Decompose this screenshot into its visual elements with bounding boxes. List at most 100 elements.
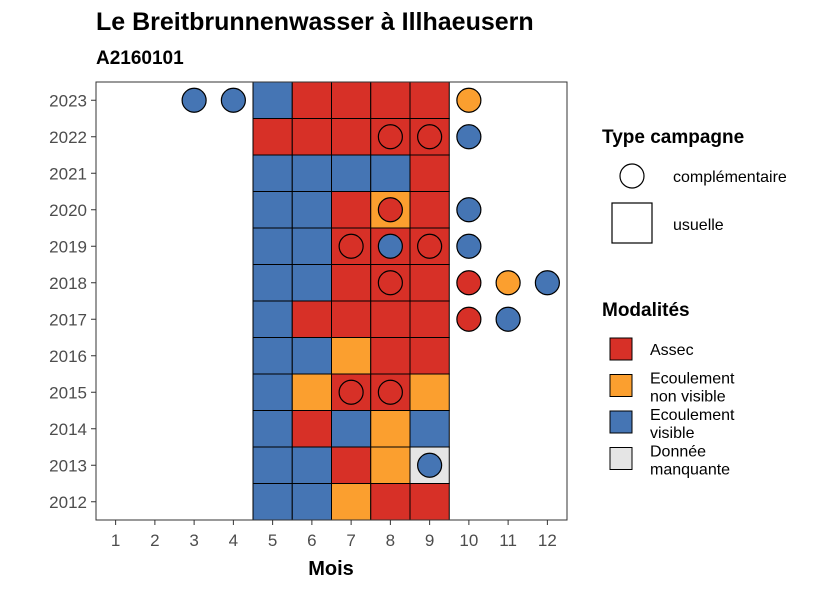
- point-2018-12: [534, 270, 560, 296]
- tile-2013-7: [331, 446, 372, 484]
- point-2019-7: [338, 233, 364, 259]
- x-tick-label: 9: [425, 531, 434, 550]
- legend-campaign-title: Type campagne: [602, 127, 744, 148]
- tile-2014-6: [291, 410, 332, 448]
- tile-2021-6: [291, 154, 332, 192]
- x-tick-label: 11: [499, 531, 517, 550]
- legend-key-assec: [609, 337, 633, 361]
- point-2018-11: [495, 270, 521, 296]
- tile-2012-6: [291, 483, 332, 521]
- point-2022-8: [377, 124, 403, 150]
- tile-2012-9: [409, 483, 450, 521]
- x-tick-label: 4: [229, 531, 238, 550]
- y-tick-label: 2018: [49, 274, 87, 293]
- legend-label-ecnv: non visible: [650, 389, 726, 406]
- tile-2023-7: [331, 81, 372, 119]
- point-2019-8: [377, 233, 403, 259]
- tile-2017-9: [409, 300, 450, 338]
- chart-subtitle: A2160101: [96, 48, 184, 69]
- tile-2013-8: [370, 446, 411, 484]
- y-tick-label: 2023: [49, 91, 87, 110]
- point-2020-10: [456, 197, 482, 223]
- tile-2019-6: [291, 227, 332, 265]
- point-2023-3: [181, 87, 207, 113]
- tile-2015-5: [252, 373, 293, 411]
- point-2019-9: [417, 233, 443, 259]
- x-tick-label: 5: [268, 531, 277, 550]
- legend-circle-key: [619, 163, 645, 189]
- point-2023-10: [456, 87, 482, 113]
- point-2017-10: [456, 306, 482, 332]
- tile-2014-5: [252, 410, 293, 448]
- point-2022-10: [456, 124, 482, 150]
- panel-border: [95, 81, 568, 521]
- tile-2015-9: [409, 373, 450, 411]
- tile-2023-6: [291, 81, 332, 119]
- legend-campaign-type: Type campagne complémentaire usuelle: [602, 127, 787, 244]
- tile-2020-7: [331, 191, 372, 229]
- x-tick-label: 12: [538, 531, 557, 550]
- point-2019-10: [456, 233, 482, 259]
- tile-2015-6: [291, 373, 332, 411]
- tile-2022-7: [331, 118, 372, 156]
- point-2022-9: [417, 124, 443, 150]
- legend-label-ecv: Ecoulement: [650, 407, 735, 424]
- tile-2017-8: [370, 300, 411, 338]
- legend-label-ecv: visible: [650, 425, 695, 442]
- tile-2020-9: [409, 191, 450, 229]
- y-tick-label: 2012: [49, 493, 87, 512]
- tile-2018-7: [331, 264, 372, 302]
- x-tick-label: 7: [346, 531, 355, 550]
- legend-key-ecnv: [609, 374, 633, 397]
- tile-2012-8: [370, 483, 411, 521]
- tile-2021-8: [370, 154, 411, 192]
- tile-2023-8: [370, 81, 411, 119]
- tile-2014-7: [331, 410, 372, 448]
- tile-2017-5: [252, 300, 293, 338]
- x-axis-label: Mois: [308, 558, 354, 580]
- x-tick-label: 1: [111, 531, 120, 550]
- point-2018-8: [377, 270, 403, 296]
- tile-2012-7: [331, 483, 372, 521]
- tile-2017-6: [291, 300, 332, 338]
- tile-2022-5: [252, 118, 293, 156]
- tile-2018-6: [291, 264, 332, 302]
- y-tick-label: 2016: [49, 347, 87, 366]
- tile-2013-5: [252, 446, 293, 484]
- legend-label-assec: Assec: [650, 342, 694, 359]
- tile-2021-5: [252, 154, 293, 192]
- tile-2018-9: [409, 264, 450, 302]
- tile-2020-5: [252, 191, 293, 229]
- tile-2022-6: [291, 118, 332, 156]
- legend-label-dm: Donnée: [650, 444, 706, 461]
- tile-2016-6: [291, 337, 332, 375]
- point-2015-8: [377, 379, 403, 405]
- tile-2014-9: [409, 410, 450, 448]
- x-tick-label: 3: [189, 531, 198, 550]
- point-2015-7: [338, 379, 364, 405]
- tile-2018-5: [252, 264, 293, 302]
- tile-2016-5: [252, 337, 293, 375]
- point-2013-9: [417, 452, 443, 478]
- y-tick-label: 2015: [49, 383, 87, 402]
- legend-square-key: [611, 202, 653, 244]
- tile-2023-9: [409, 81, 450, 119]
- tile-2021-9: [409, 154, 450, 192]
- chart-title: Le Breitbrunnenwasser à Illhaeusern: [96, 8, 534, 36]
- x-axis: 1 2 3 4 5 6 7 8 9 10 11 12: [111, 520, 557, 550]
- point-2023-4: [220, 87, 246, 113]
- tile-2020-6: [291, 191, 332, 229]
- legend-modalites-title: Modalités: [602, 300, 690, 321]
- tile-2021-7: [331, 154, 372, 192]
- tile-2016-9: [409, 337, 450, 375]
- point-2020-8: [377, 197, 403, 223]
- tile-2017-7: [331, 300, 372, 338]
- legend-key-dm: [609, 447, 633, 470]
- tile-2016-8: [370, 337, 411, 375]
- tile-2014-8: [370, 410, 411, 448]
- y-tick-label: 2022: [49, 128, 87, 147]
- tile-2012-5: [252, 483, 293, 521]
- y-tick-label: 2013: [49, 456, 87, 475]
